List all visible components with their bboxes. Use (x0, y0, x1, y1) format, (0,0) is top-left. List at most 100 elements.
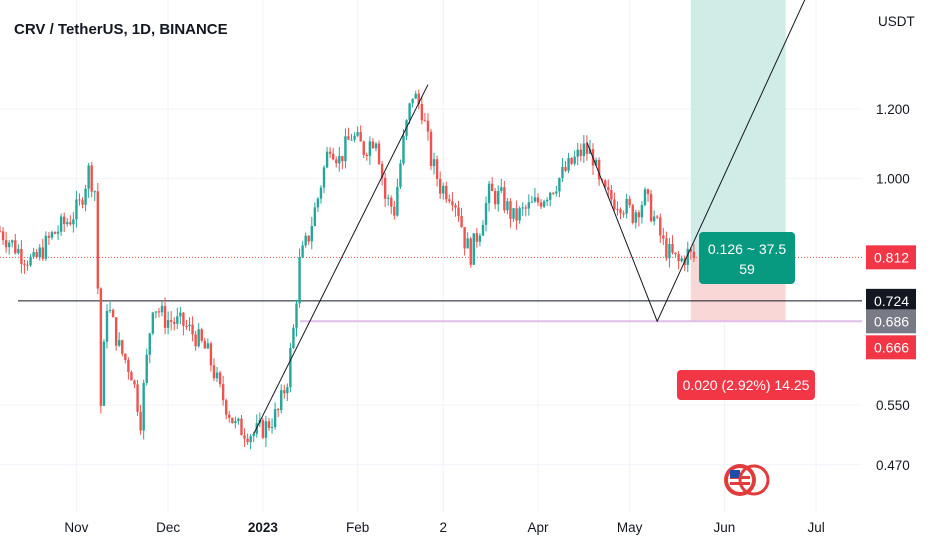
candle-body (665, 238, 668, 259)
candle (283, 384, 286, 399)
candle-body (549, 192, 552, 200)
candle (93, 190, 96, 202)
candle (512, 208, 515, 222)
candle-body (231, 417, 234, 424)
candle-body (78, 199, 81, 201)
candle-body (524, 207, 527, 209)
candle-body (20, 248, 23, 264)
candle-body (478, 235, 482, 242)
candle-body (518, 208, 521, 221)
flag-icon[interactable] (724, 464, 770, 496)
candle-body (118, 340, 121, 346)
candle-body (142, 382, 145, 431)
candle (331, 147, 335, 161)
candle (567, 152, 570, 174)
candle (154, 311, 158, 319)
candle-body (188, 324, 191, 327)
candle (160, 300, 164, 317)
candle (136, 379, 139, 416)
candle-body (325, 151, 329, 168)
candle (417, 89, 420, 110)
candle-body (668, 243, 671, 259)
candle (62, 212, 66, 233)
candle-body (240, 418, 243, 436)
candle-body (53, 232, 57, 234)
price-tag-text: 0.812 (874, 249, 909, 265)
candle-body (322, 167, 326, 188)
candle-body (387, 197, 390, 199)
candle-body (26, 264, 29, 266)
candle-body (588, 149, 592, 154)
candle (78, 193, 81, 206)
position-labels: 0.126 ~ 37.5 59 0.020 (2.92%) 14.25 (677, 232, 815, 400)
candle-body (72, 219, 75, 225)
candle-body (17, 248, 20, 254)
candle-body (445, 185, 448, 200)
candle (597, 157, 601, 186)
candle (374, 142, 378, 152)
candle (209, 341, 213, 372)
candle-body (206, 343, 210, 349)
candle (387, 194, 390, 206)
candle-body (185, 326, 188, 328)
price-tag-text: 0.666 (874, 339, 909, 355)
y-tick-label: 0.550 (876, 398, 910, 413)
candle-body (163, 305, 167, 328)
candle (341, 155, 344, 170)
candle (442, 182, 445, 200)
y-tick-label: 1.000 (876, 171, 910, 186)
stop-label-bg (677, 370, 815, 400)
candle-body (686, 248, 689, 265)
candle-body (194, 334, 197, 347)
candle (133, 379, 136, 389)
candle (75, 190, 78, 228)
candle-body (659, 217, 662, 236)
candle (637, 210, 641, 227)
currency-label: USDT (878, 14, 915, 29)
candle (493, 187, 497, 210)
candle-body (148, 333, 151, 355)
candle (503, 180, 506, 214)
candle-body (289, 348, 292, 388)
candle (353, 132, 356, 143)
candle-body (396, 186, 399, 216)
candle (319, 185, 323, 204)
candle (81, 197, 84, 209)
candle (521, 202, 524, 217)
candle (298, 248, 301, 308)
candle-body (552, 192, 555, 194)
candle-body (347, 136, 350, 140)
candle (276, 407, 280, 417)
candle-body (176, 316, 179, 324)
candle (509, 198, 512, 228)
candle (179, 306, 182, 325)
candle-body (530, 201, 534, 203)
candle-body (567, 157, 570, 171)
candle (188, 317, 191, 331)
candle-body (96, 191, 100, 289)
candle (176, 307, 179, 329)
candle (114, 316, 118, 351)
candle (32, 247, 35, 259)
candle (576, 142, 579, 166)
time-axis[interactable]: Nov Dec 2023 Feb 2 Apr May Jun Jul (64, 520, 824, 535)
candle-body (209, 343, 213, 366)
y-tick-label: 0.470 (876, 458, 910, 473)
candle (200, 327, 203, 343)
candle-body (558, 178, 561, 192)
candle-body (280, 390, 283, 411)
candle-body (335, 159, 338, 164)
candle (35, 248, 38, 259)
target-label: 0.126 ~ 37.5 59 (699, 232, 795, 284)
candle (148, 332, 151, 364)
candle-body (75, 199, 78, 220)
candle-body (509, 201, 512, 219)
candle-body (127, 359, 130, 373)
price-tag-bg (866, 335, 916, 360)
candle (643, 187, 647, 207)
candle (20, 240, 23, 274)
price-tag-last: 0.812 (866, 245, 916, 270)
candle (475, 227, 479, 248)
candle-body (533, 197, 537, 202)
price-axis[interactable]: 1.200 1.000 0.550 0.470 0.724 0.812 0.686 0.666 (866, 102, 916, 473)
